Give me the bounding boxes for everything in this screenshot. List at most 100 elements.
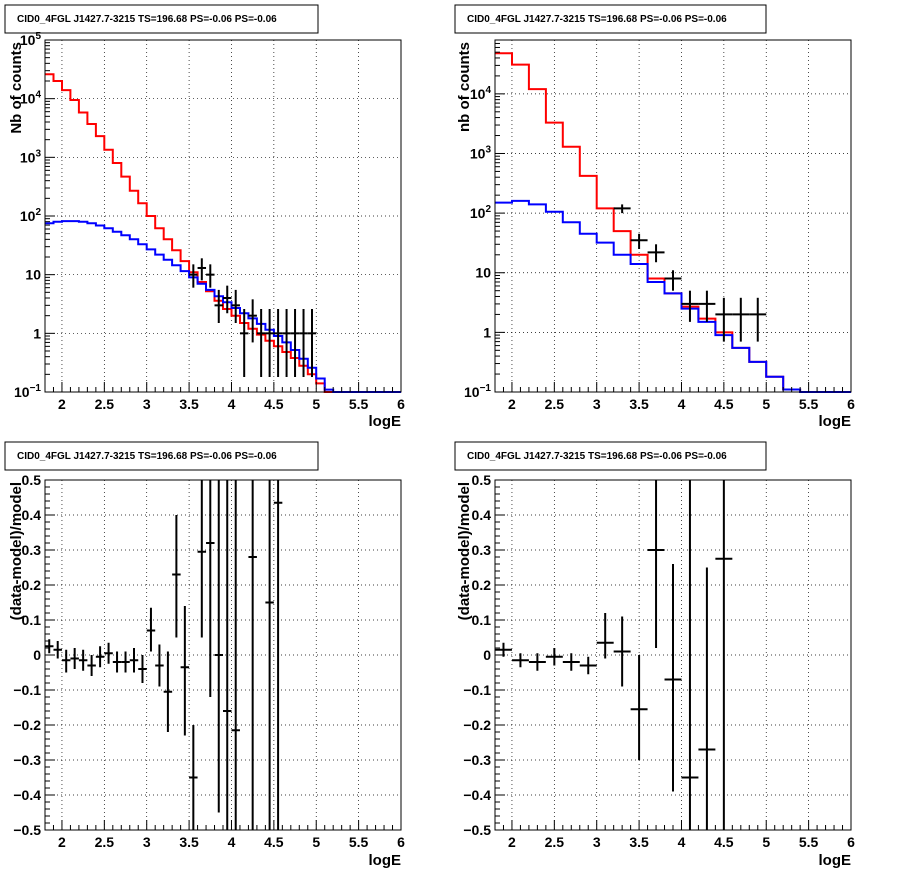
y-tick-label: 0.3 <box>22 542 42 558</box>
data-point <box>545 648 563 666</box>
title-box <box>4 441 319 471</box>
y-tick-label: −0.2 <box>13 717 41 733</box>
data-point <box>53 641 62 659</box>
series-line-model-total <box>495 52 851 393</box>
data-point <box>78 649 88 671</box>
x-tick-label: 5.5 <box>349 396 369 412</box>
data-point <box>698 567 716 830</box>
chart-title: CID0_4FGL J1427.7-3215 TS=196.68 PS=-0.0… <box>17 14 277 25</box>
y-axis-ticks <box>495 479 505 831</box>
y-tick-label: −0.5 <box>13 822 41 838</box>
y-tick-label: 1 <box>33 325 41 341</box>
x-tick-label: 3.5 <box>179 396 199 412</box>
data-point <box>273 308 283 378</box>
data-point <box>273 480 283 830</box>
y-tick-label: −0.3 <box>463 752 491 768</box>
x-tick-label: 5 <box>312 396 320 412</box>
data-point <box>596 613 614 659</box>
data-point <box>172 515 181 638</box>
data-point <box>239 308 249 378</box>
y-tick-label: 102 <box>20 207 42 224</box>
data-point <box>495 642 512 657</box>
data-point <box>698 290 716 322</box>
y-tick-label: 0.1 <box>472 612 492 628</box>
series-line-model-component <box>495 199 851 393</box>
data-point <box>112 651 122 673</box>
y-tick-label: 10−1 <box>464 383 491 400</box>
data-point <box>61 649 71 673</box>
data-point <box>265 480 274 830</box>
x-tick-label: 6 <box>397 834 405 850</box>
y-tick-label: 104 <box>470 85 492 102</box>
chart-panel-1: CID0_4FGL J1427.7-3215 TS=196.68 PS=-0.0… <box>4 4 405 430</box>
y-axis-title: Nb of counts <box>8 42 25 134</box>
y-tick-label: −0.2 <box>463 717 491 733</box>
x-tick-label: 3.5 <box>629 396 649 412</box>
y-tick-label: 102 <box>470 204 492 221</box>
y-tick-label: −0.5 <box>463 822 491 838</box>
y-axis-title: nb of counts <box>456 42 473 132</box>
x-tick-label: 4.5 <box>714 834 734 850</box>
y-tick-label: −0.1 <box>463 682 491 698</box>
chart-panel-3: CID0_4FGL J1427.7-3215 TS=196.68 PS=-0.0… <box>4 441 405 869</box>
x-axis-title: logE <box>819 413 852 430</box>
data-point <box>715 480 733 830</box>
data-point <box>630 655 648 760</box>
x-tick-label: 4.5 <box>264 396 284 412</box>
y-axis-title: (data-model)/model <box>456 482 473 620</box>
x-axis-ticks <box>44 382 402 392</box>
chart-title: CID0_4FGL J1427.7-3215 TS=196.68 PS=-0.0… <box>467 451 727 462</box>
x-tick-label: 4.5 <box>714 396 734 412</box>
y-tick-label: −0.3 <box>13 752 41 768</box>
x-tick-label: 3 <box>143 396 151 412</box>
data-point <box>223 480 232 830</box>
x-axis-title: logE <box>819 852 852 869</box>
y-tick-label: 0.2 <box>472 577 492 593</box>
x-tick-label: 4.5 <box>264 834 284 850</box>
data-point <box>299 308 308 378</box>
data-point <box>248 299 257 343</box>
data-point <box>104 642 113 664</box>
grid <box>45 40 401 392</box>
x-tick-label: 4 <box>678 834 686 850</box>
data-point <box>562 653 580 671</box>
x-tick-label: 5 <box>762 834 770 850</box>
x-tick-label: 5.5 <box>799 834 819 850</box>
data-point <box>206 264 215 288</box>
x-tick-label: 2 <box>58 396 66 412</box>
data-point <box>256 308 266 378</box>
plot-frame <box>44 39 402 393</box>
data-point <box>138 655 147 683</box>
y-tick-label: 10 <box>475 265 491 281</box>
data-point <box>749 297 767 342</box>
x-tick-label: 6 <box>847 834 855 850</box>
x-axis-ticks <box>494 382 852 392</box>
data-point <box>307 308 317 378</box>
data-point <box>681 480 699 830</box>
x-tick-label: 2.5 <box>95 834 115 850</box>
x-tick-label: 3.5 <box>179 834 199 850</box>
data-point <box>189 725 198 830</box>
data-point <box>282 308 291 378</box>
data-point <box>528 653 546 671</box>
x-tick-label: 5.5 <box>799 396 819 412</box>
data-point <box>231 289 240 324</box>
chart-title: CID0_4FGL J1427.7-3215 TS=196.68 PS=-0.0… <box>467 14 727 25</box>
data-point <box>579 656 597 675</box>
y-axis-ticks <box>495 39 505 393</box>
y-tick-label: 0.5 <box>22 472 42 488</box>
grid <box>495 480 851 830</box>
data-point <box>613 616 631 687</box>
data-point <box>197 480 207 638</box>
title-box <box>4 4 319 34</box>
y-tick-label: 10−1 <box>14 383 41 400</box>
data-point <box>197 258 207 281</box>
series-line-model-component <box>45 220 401 393</box>
data-point <box>87 655 96 676</box>
y-tick-label: 0.5 <box>472 472 492 488</box>
x-tick-label: 2 <box>58 834 66 850</box>
data-point <box>664 564 682 792</box>
y-tick-label: 103 <box>470 144 492 161</box>
data-point <box>70 648 79 669</box>
x-tick-label: 2.5 <box>95 396 115 412</box>
